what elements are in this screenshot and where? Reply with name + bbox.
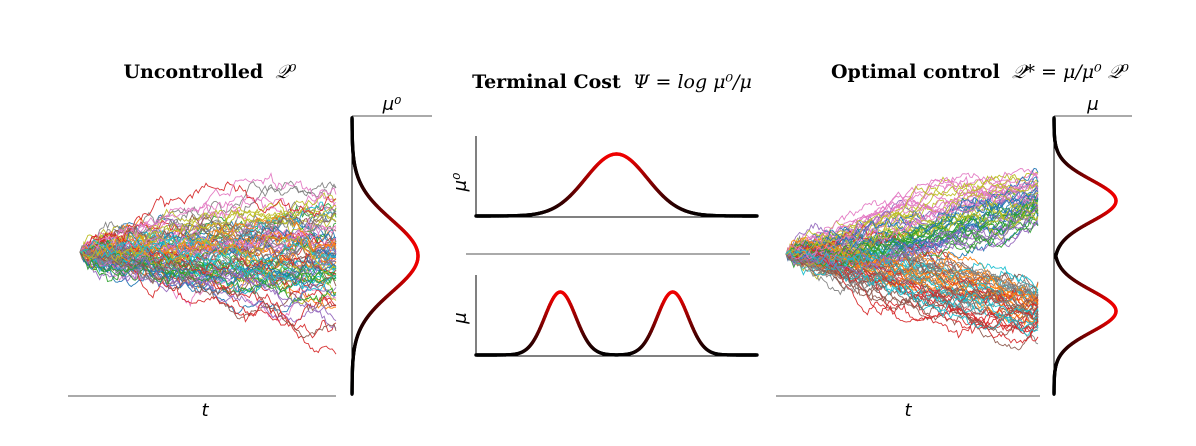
sample-path xyxy=(79,239,337,292)
mu0-density-curve xyxy=(474,152,759,218)
sample-path xyxy=(79,238,337,282)
sample-path xyxy=(785,207,1039,270)
sample-path xyxy=(785,198,1039,259)
sample-path xyxy=(785,244,1039,319)
sample-path xyxy=(79,232,336,275)
sample-path xyxy=(785,253,1039,336)
sample-path xyxy=(79,235,337,274)
sample-path xyxy=(79,214,337,263)
mu0-axis-label: μ⁰ xyxy=(450,173,471,193)
sample-path xyxy=(785,243,1039,303)
sample-path xyxy=(785,183,1039,258)
sample-path xyxy=(79,251,337,287)
sample-path xyxy=(785,194,1039,257)
right-title: Optimal control 𝒬* = μ/μ⁰ 𝒬⁰ xyxy=(831,61,1129,83)
sample-path xyxy=(785,184,1039,259)
left-density-label: μ⁰ xyxy=(382,94,402,115)
right-title-bold: Optimal control xyxy=(831,61,1000,83)
sample-path xyxy=(79,172,337,253)
left-panel: Uncontrolled 𝒬⁰ t μ⁰ xyxy=(68,61,432,421)
middle-title-bold: Terminal Cost xyxy=(472,71,621,93)
sample-path xyxy=(79,225,337,256)
middle-panel: Terminal Cost Ψ = log μ⁰/μ μ⁰ μ xyxy=(450,71,759,357)
right-title-math: 𝒬* = μ/μ⁰ 𝒬⁰ xyxy=(1012,61,1130,83)
right-sample-paths xyxy=(785,167,1039,351)
sample-path xyxy=(785,167,1039,263)
sample-path xyxy=(79,241,337,280)
right-time-label: t xyxy=(904,400,912,421)
sample-path xyxy=(785,215,1039,275)
sample-path xyxy=(79,248,337,289)
sample-path xyxy=(785,253,1039,310)
sample-path xyxy=(79,206,337,271)
left-density-curve xyxy=(350,116,420,396)
right-density-label: μ xyxy=(1086,94,1098,115)
sample-path xyxy=(785,253,1039,329)
sample-path xyxy=(79,180,337,253)
sample-path xyxy=(79,249,337,329)
mu-density-curve xyxy=(474,290,759,357)
sample-path xyxy=(785,249,1039,336)
sample-path xyxy=(79,234,337,278)
sample-path xyxy=(785,253,1039,330)
sample-path xyxy=(785,189,1039,256)
sample-path xyxy=(785,192,1039,255)
sample-path xyxy=(785,179,1039,258)
sample-path xyxy=(79,225,337,275)
right-panel: Optimal control 𝒬* = μ/μ⁰ 𝒬⁰ t μ xyxy=(776,61,1132,421)
sample-path xyxy=(79,250,337,339)
right-density-curve xyxy=(1052,116,1118,396)
middle-title: Terminal Cost Ψ = log μ⁰/μ xyxy=(472,71,752,93)
left-sample-paths xyxy=(79,172,337,355)
mu-axis-label: μ xyxy=(450,312,471,324)
middle-title-math: Ψ = log μ⁰/μ xyxy=(633,71,752,93)
left-title: Uncontrolled 𝒬⁰ xyxy=(123,61,296,83)
sample-path xyxy=(79,246,337,322)
sample-path xyxy=(79,181,337,257)
left-title-bold: Uncontrolled xyxy=(123,61,263,83)
sample-path xyxy=(785,179,1039,255)
sample-path xyxy=(785,237,1039,297)
left-title-math: 𝒬⁰ xyxy=(275,61,297,83)
sample-path xyxy=(79,211,337,267)
left-time-label: t xyxy=(201,400,209,421)
sample-path xyxy=(785,251,1039,316)
sample-path xyxy=(79,240,337,287)
